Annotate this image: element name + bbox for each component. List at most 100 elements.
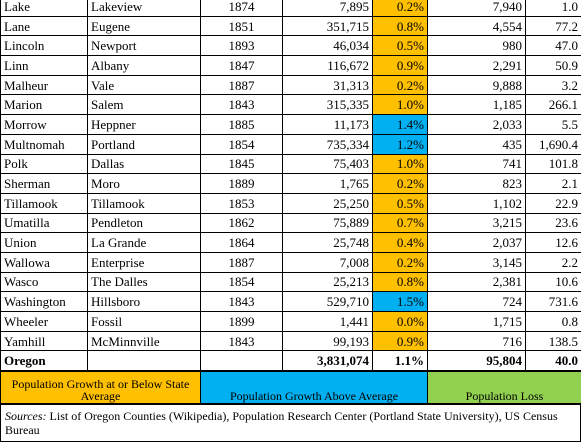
- table-row: Linn Albany 1847 116,672 0.9% 2,291 50.9: [0, 55, 581, 76]
- table-cell: 0.7%: [372, 212, 428, 234]
- table-cell: Morrow: [0, 114, 88, 135]
- table-cell: Lane: [0, 15, 88, 37]
- table-row: Wallowa Enterprise 1887 7,008 0.2% 3,145 2.2: [0, 251, 581, 273]
- table-cell: Union: [0, 232, 88, 253]
- table-cell: 31,313: [282, 74, 373, 96]
- table-cell: 741: [427, 153, 526, 175]
- table-cell: Salem: [87, 94, 201, 116]
- table-cell: Hillsboro: [87, 291, 201, 312]
- table-cell: 1,441: [282, 311, 373, 332]
- table-cell: Eugene: [87, 15, 201, 37]
- table-cell: [200, 350, 283, 372]
- table-row: Multnomah Portland 1854 735,334 1.2% 435 1,690…: [0, 133, 581, 155]
- table-cell: Tillamook: [87, 192, 201, 214]
- table-cell: 3,145: [427, 251, 526, 273]
- table-cell: 735,334: [282, 133, 373, 155]
- table-cell: Marion: [0, 94, 88, 116]
- table-cell: Albany: [87, 55, 201, 76]
- table-cell: Multnomah: [0, 133, 88, 155]
- table-cell: 22.9: [525, 192, 581, 214]
- table-cell: 2,033: [427, 114, 526, 135]
- table-cell: Dallas: [87, 153, 201, 175]
- table-cell: 25,748: [282, 232, 373, 253]
- table-cell: 1.0%: [372, 153, 428, 175]
- table-cell: 1,690.4: [525, 133, 581, 155]
- table-cell: 0.2%: [372, 173, 428, 194]
- table-cell: 1853: [200, 192, 283, 214]
- table-cell: 77.2: [525, 15, 581, 37]
- table-cell: Linn: [0, 55, 88, 76]
- table-cell: [87, 350, 201, 372]
- table-cell: 2,037: [427, 232, 526, 253]
- table-cell: 1854: [200, 271, 283, 293]
- table-cell: 315,335: [282, 94, 373, 116]
- table-cell: 3.2: [525, 74, 581, 96]
- table-cell: 50.9: [525, 55, 581, 76]
- table-cell: 1845: [200, 153, 283, 175]
- legend-item: Population Growth Above Average: [200, 371, 428, 405]
- table-cell: 1885: [200, 114, 283, 135]
- table-row: Wheeler Fossil 1899 1,441 0.0% 1,715 0.8: [0, 311, 581, 332]
- table-cell: 1,765: [282, 173, 373, 194]
- table-cell: Umatilla: [0, 212, 88, 234]
- table-cell: Pendleton: [87, 212, 201, 234]
- table-cell: 1887: [200, 251, 283, 273]
- table-cell: 10.6: [525, 271, 581, 293]
- table-cell: Enterprise: [87, 251, 201, 273]
- sources-cell: Sources: List of Oregon Counties (Wikipe…: [0, 404, 581, 443]
- table-cell: 2,381: [427, 271, 526, 293]
- table-row: Lake Lakeview 1874 7,895 0.2% 7,940 1.0: [0, 0, 581, 17]
- table-cell: 7,940: [427, 0, 526, 17]
- table-cell: 1,102: [427, 192, 526, 214]
- table-cell: 1,185: [427, 94, 526, 116]
- table-cell: McMinnville: [87, 330, 201, 352]
- table-cell: 7,008: [282, 251, 373, 273]
- table-cell: 3,215: [427, 212, 526, 234]
- table-row: Polk Dallas 1845 75,403 1.0% 741 101.8: [0, 153, 581, 175]
- table-cell: Yamhill: [0, 330, 88, 352]
- table-cell: 1893: [200, 35, 283, 57]
- table-cell: 980: [427, 35, 526, 57]
- table-cell: 1889: [200, 173, 283, 194]
- table-cell: La Grande: [87, 232, 201, 253]
- table-cell: Portland: [87, 133, 201, 155]
- table-cell: 0.4%: [372, 232, 428, 253]
- table-cell: 99,193: [282, 330, 373, 352]
- table-cell: 529,710: [282, 291, 373, 312]
- table-cell: 23.6: [525, 212, 581, 234]
- table-cell: Polk: [0, 153, 88, 175]
- table-cell: 40.0: [525, 350, 581, 372]
- table-cell: 0.9%: [372, 55, 428, 76]
- table-cell: 5.5: [525, 114, 581, 135]
- table-cell: 1862: [200, 212, 283, 234]
- legend-item: Population Loss: [427, 371, 581, 405]
- table-row: Oregon 3,831,074 1.1% 95,804 40.0: [0, 350, 581, 372]
- table-cell: 0.2%: [372, 0, 428, 17]
- table-cell: 0.5%: [372, 192, 428, 214]
- table-cell: 11,173: [282, 114, 373, 135]
- table-cell: 47.0: [525, 35, 581, 57]
- table-cell: 1864: [200, 232, 283, 253]
- table-cell: 7,895: [282, 0, 373, 17]
- table-cell: 46,034: [282, 35, 373, 57]
- table-cell: 351,715: [282, 15, 373, 37]
- table-row: Wasco The Dalles 1854 25,213 0.8% 2,381 10.6: [0, 271, 581, 293]
- table-cell: Newport: [87, 35, 201, 57]
- table-cell: 1.4%: [372, 114, 428, 135]
- table-cell: 1843: [200, 330, 283, 352]
- table-cell: 95,804: [427, 350, 526, 372]
- table-cell: 4,554: [427, 15, 526, 37]
- table-cell: 0.2%: [372, 251, 428, 273]
- table-cell: 12.6: [525, 232, 581, 253]
- table-cell: The Dalles: [87, 271, 201, 293]
- table-cell: 2.1: [525, 173, 581, 194]
- table-cell: 823: [427, 173, 526, 194]
- table-cell: 1899: [200, 311, 283, 332]
- table-cell: 1843: [200, 291, 283, 312]
- table-row: Lincoln Newport 1893 46,034 0.5% 980 47.0: [0, 35, 581, 57]
- table-cell: 716: [427, 330, 526, 352]
- sources-text: List of Oregon Counties (Wikipedia), Pop…: [5, 409, 558, 438]
- table-cell: Oregon: [0, 350, 88, 372]
- table-row: Tillamook Tillamook 1853 25,250 0.5% 1,102 22.…: [0, 192, 581, 214]
- table-cell: 1.5%: [372, 291, 428, 312]
